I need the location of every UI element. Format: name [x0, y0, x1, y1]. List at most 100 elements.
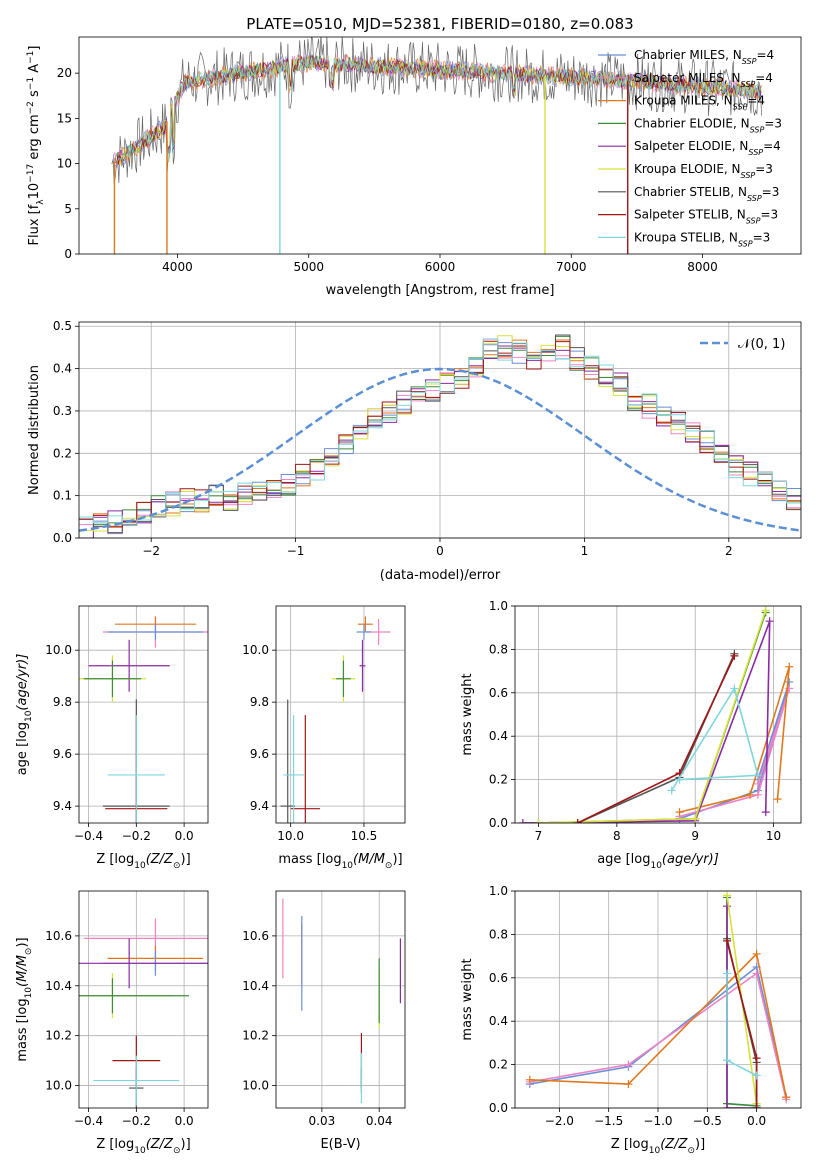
y-tick-label: 0.4: [53, 362, 72, 376]
x-tick-label: 0: [436, 544, 444, 558]
y-tick-label: 0.8: [489, 642, 508, 656]
y-tick-label: 9.4: [53, 799, 72, 813]
x-tick-label: 0.0: [175, 1114, 194, 1128]
y-tick-label: 0.2: [489, 1058, 508, 1072]
residuals-legend-label: 𝒩(0, 1): [738, 337, 785, 352]
series-marker-salpeter_elodie: [765, 617, 774, 626]
y-tick-label: 10.0: [45, 1079, 72, 1093]
age-vs-mass-panel-points: [280, 616, 391, 823]
series-marker-kroupa_elodie: [691, 814, 700, 823]
x-tick-label: 7: [535, 829, 543, 843]
y-tick-label: 0.6: [489, 686, 508, 700]
series-marker-kroupa_stelib: [730, 684, 739, 693]
spectrum-ylabel: Flux [fλ10−17 erg cm−2 s−1 A−1]: [26, 46, 46, 246]
series-line-kroupa_stelib: [671, 686, 759, 791]
axes-frame: [275, 605, 406, 824]
series-marker-kroupa_elodie: [534, 819, 543, 823]
x-tick-label: 7000: [556, 260, 587, 274]
series-line-salpeter_miles: [679, 688, 790, 818]
legend-entry: Chabrier MILES, NSSP=4: [634, 48, 774, 66]
spectrum-lines: [111, 37, 762, 254]
y-tick-label: 20: [57, 66, 72, 80]
series-line-chabrier_miles: [529, 965, 787, 1098]
series-marker-kroupa_stelib: [675, 775, 684, 784]
y-tick-label: 0.0: [489, 816, 508, 830]
y-tick-label: 0.4: [489, 1014, 508, 1028]
spectrum-panel: PLATE=0510, MJD=52381, FIBERID=0180, z=0…: [26, 15, 802, 298]
y-tick-label: 9.8: [250, 695, 269, 709]
y-tick-label: 10.0: [242, 1079, 269, 1093]
weight-vs-age-panel-series: [518, 606, 794, 823]
x-tick-label: −0.5: [693, 1114, 722, 1128]
series-marker-kroupa_miles: [624, 1080, 633, 1089]
series-marker-kroupa_stelib: [752, 1071, 761, 1080]
legend-entry: Kroupa MILES, NSSP=4: [634, 94, 765, 112]
series-marker-salpeter_elodie: [518, 819, 527, 823]
y-tick-label: 10.4: [242, 979, 269, 993]
series-marker-kroupa_elodie: [761, 606, 770, 615]
weight-vs-age-panel-ylabel: mass weight: [460, 673, 475, 755]
spectrum-line-kroupa_elodie: [116, 56, 762, 166]
series-marker-kroupa_miles: [785, 662, 794, 671]
y-tick-label: 1.0: [489, 884, 508, 898]
mass-vs-z-panel-ylabel: mass [log10(M/M⊙)]: [15, 937, 34, 1061]
weight-vs-z-panel: −2.0 −1.5 −1.0 −0.5 0.0 0.0 0.2 0.4 0.6 0.8 1.0 Z […: [460, 884, 802, 1156]
y-tick-label: 0.2: [53, 446, 72, 460]
spectrum-line-kroupa_miles: [113, 54, 762, 166]
axes-frame: [78, 321, 802, 539]
residuals-panel: −2 −1 0 1 2 0.0 0.1 0.2 0.3 0.4 0.5 𝒩(0, 1) (data-mo…: [27, 319, 802, 583]
series-marker-kroupa_miles: [773, 795, 782, 804]
axes-frame: [78, 605, 209, 824]
x-tick-label: −1.5: [594, 1114, 623, 1128]
y-tick-label: 10.0: [242, 643, 269, 657]
series-line-kroupa_stelib: [726, 973, 757, 1077]
series-marker-salpeter_miles: [752, 969, 761, 978]
legend-entry: Kroupa ELODIE, NSSP=3: [634, 162, 773, 180]
axes-frame: [514, 605, 802, 824]
mass-vs-z-panel-points: [79, 918, 208, 1108]
hist-kroupa_stelib: [79, 338, 801, 538]
legend-entry: Salpeter STELIB, NSSP=3: [634, 208, 778, 226]
series-marker-kroupa_stelib: [723, 1056, 732, 1065]
y-tick-label: 10.4: [45, 979, 72, 993]
y-tick-label: 0.6: [489, 971, 508, 985]
axes-frame: [275, 890, 406, 1109]
mass-vs-z-panel: −0.4 −0.2 0.0 10.0 10.2 10.4 10.6 Z [log10(Z/Z⊙…: [15, 890, 209, 1156]
series-marker-kroupa_miles: [746, 790, 755, 799]
mass-vs-ebv-panel: 0.03 0.04 10.0 10.2 10.4 10.6 E(B-V): [242, 890, 406, 1152]
y-tick-label: 0.5: [53, 319, 72, 333]
y-tick-label: 9.6: [250, 747, 269, 761]
x-tick-label: 0.0: [747, 1114, 766, 1128]
y-tick-label: 0.3: [53, 404, 72, 418]
series-marker-kroupa_miles: [675, 808, 684, 817]
y-tick-label: 9.8: [53, 695, 72, 709]
x-tick-label: 10.5: [351, 829, 378, 843]
age-vs-z-panel: −0.4 −0.2 0.0 9.4 9.6 9.8 10.0 Z [log10(Z/Z⊙)] a…: [15, 605, 209, 871]
legend-entry: Kroupa STELIB, NSSP=3: [634, 230, 770, 248]
residuals-ylabel: Normed distribution: [27, 365, 42, 495]
y-tick-label: 10.2: [242, 1029, 269, 1043]
spectrum-xlabel: wavelength [Angstrom, rest frame]: [326, 283, 555, 298]
series-marker-salpeter_stelib: [730, 651, 739, 660]
series-line-kroupa_miles: [529, 952, 787, 1098]
y-tick-label: 1.0: [489, 599, 508, 613]
age-vs-mass-panel: 10.0 10.5 9.4 9.6 9.8 10.0 mass [log10(M/M⊙)]: [242, 605, 406, 871]
age-vs-mass-panel-xlabel: mass [log10(M/M⊙)]: [278, 852, 402, 871]
series-line-chabrier_elodie: [538, 612, 767, 823]
series-marker-salpeter_miles: [753, 790, 762, 799]
age-vs-z-panel-xlabel: Z [log10(Z/Z⊙)]: [96, 852, 190, 871]
x-tick-label: −2: [142, 544, 160, 558]
series-marker-kroupa_stelib: [753, 771, 762, 780]
legend-entry: Salpeter ELODIE, NSSP=4: [634, 139, 781, 157]
weight-vs-z-panel-xlabel: Z [log10(Z/Z⊙)]: [611, 1137, 705, 1156]
y-tick-label: 0.2: [489, 773, 508, 787]
axes-frame: [78, 890, 209, 1109]
series-marker-salpeter_elodie: [723, 902, 732, 911]
x-tick-label: 0.04: [366, 1114, 393, 1128]
series-line-kroupa_miles: [679, 666, 790, 813]
x-tick-label: 5000: [293, 260, 324, 274]
x-tick-label: −0.2: [122, 829, 151, 843]
y-tick-label: 0.4: [489, 729, 508, 743]
series-line-salpeter_stelib: [577, 655, 736, 823]
